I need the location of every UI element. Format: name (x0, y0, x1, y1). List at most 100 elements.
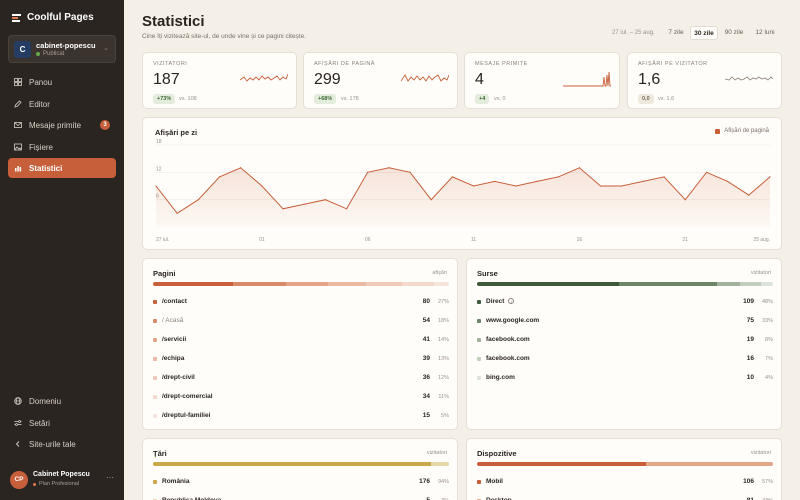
more-icon[interactable]: ⋯ (106, 473, 114, 482)
list-item-label: Republica Moldova (162, 495, 221, 500)
list-item-value: 109 (743, 298, 754, 305)
list-item-label: bing.com (486, 374, 515, 381)
info-icon[interactable]: i (508, 298, 515, 305)
sparkline-pageviews (401, 74, 449, 82)
sidebar-item-mesaje[interactable]: Mesaje primite 3 (8, 115, 116, 135)
data-point[interactable] (748, 194, 750, 196)
list-item[interactable]: Republica Moldova 53% (153, 495, 449, 500)
list-item-value: 39 (422, 355, 430, 362)
list-item-value: 80 (422, 298, 430, 305)
data-point[interactable] (769, 176, 771, 178)
data-point[interactable] (684, 199, 686, 201)
list-item-percent: 43% (749, 495, 773, 500)
data-point[interactable] (515, 185, 517, 187)
data-point[interactable] (261, 185, 263, 187)
data-point[interactable] (345, 208, 348, 210)
sidebar-item-label: Statistici (29, 163, 63, 173)
list-item[interactable]: /dreptul-familiei 15 5% (153, 410, 449, 422)
image-icon (14, 143, 22, 151)
list-item[interactable]: facebook.com 19 8% (477, 334, 773, 346)
range-12-months[interactable]: 12 luni (755, 29, 775, 36)
list-item[interactable]: Direct i 109 48% (477, 296, 773, 308)
list-item[interactable]: /echipa 39 13% (153, 353, 449, 365)
chevron-down-icon: ⌄ (103, 45, 109, 52)
list-item-label: /echipa (162, 355, 185, 362)
brand-logo[interactable]: Coolful Pages (12, 12, 94, 23)
legend-swatch (153, 338, 157, 342)
data-point[interactable] (303, 203, 305, 205)
sidebar-item-statistici[interactable]: Statistici (8, 158, 116, 178)
list-item-label: facebook.com (486, 336, 530, 343)
user-menu[interactable]: CP Cabinet Popescu Plan Profesional ⋯ (10, 470, 116, 492)
data-point[interactable] (282, 208, 284, 210)
data-point[interactable] (451, 176, 454, 178)
site-status: Publicat (36, 51, 64, 57)
range-30-days[interactable]: 30 zile (690, 26, 718, 40)
legend-swatch (153, 414, 157, 418)
data-point[interactable] (642, 180, 644, 183)
list-item[interactable]: /contact 80 27% (153, 296, 449, 308)
list-item[interactable]: /servicii 41 14% (153, 334, 449, 346)
panel-title: Dispozitive (477, 449, 517, 458)
x-tick-label: 01 (259, 237, 265, 243)
list-item[interactable]: Desktop 8143% (477, 495, 773, 500)
data-point[interactable] (494, 180, 496, 183)
legend-swatch (153, 357, 157, 361)
list-item[interactable]: www.google.com 75 33% (477, 315, 773, 327)
sidebar-item-setari[interactable]: Setări (8, 413, 116, 433)
data-point[interactable] (388, 167, 390, 169)
data-point[interactable] (578, 167, 581, 169)
data-point[interactable] (557, 176, 559, 178)
data-point[interactable] (472, 185, 475, 187)
sidebar-item-panou[interactable]: Panou (8, 72, 116, 92)
data-point[interactable] (600, 185, 602, 187)
list-item-label: / Acasă (162, 317, 184, 324)
data-point[interactable] (155, 185, 157, 187)
list-item-percent: 5% (441, 413, 449, 419)
range-90-days[interactable]: 90 zile (724, 29, 744, 36)
list-item[interactable]: /drept-comercial 34 11% (153, 391, 449, 403)
unread-badge: 3 (100, 120, 110, 130)
sidebar-item-editor[interactable]: Editor (8, 94, 116, 114)
list-item-value: 54 (422, 317, 430, 324)
list-item[interactable]: bing.com 10 4% (477, 372, 773, 384)
data-point[interactable] (240, 167, 242, 169)
data-point[interactable] (705, 171, 708, 173)
site-switcher[interactable]: C cabinet-popescu Publicat ⌄ (8, 35, 116, 63)
data-point[interactable] (324, 199, 326, 201)
data-point[interactable] (727, 180, 729, 183)
data-point[interactable] (218, 176, 221, 178)
data-point[interactable] (430, 199, 432, 201)
data-point[interactable] (197, 199, 199, 201)
list-item-percent: 12% (437, 375, 449, 381)
data-point[interactable] (536, 180, 538, 183)
stat-value: 4 (475, 71, 484, 88)
data-point[interactable] (621, 185, 623, 187)
list-item[interactable]: România 176 94% (153, 476, 449, 488)
data-point[interactable] (663, 176, 665, 178)
sidebar-item-label: Domeniu (29, 396, 62, 406)
panel-unit: vizitatori (750, 450, 771, 456)
globe-icon (14, 397, 22, 405)
site-avatar: C (14, 41, 31, 58)
data-point[interactable] (176, 212, 178, 214)
list-item[interactable]: facebook.com 16 7% (477, 353, 773, 365)
data-point[interactable] (367, 171, 369, 173)
data-point[interactable] (409, 171, 411, 173)
list-item-percent: 94% (437, 479, 449, 485)
sliders-icon (14, 419, 22, 427)
countries-panel: Țări vizitatori România 176 94% Republica M… (142, 438, 458, 500)
range-7-days[interactable]: 7 zile (668, 29, 684, 36)
list-item[interactable]: /drept-civil 36 12% (153, 372, 449, 384)
sparkline-visitors (240, 73, 288, 82)
grid-icon (14, 78, 22, 86)
stat-label: VIZITATORI (153, 61, 188, 67)
stat-label: AFIȘĂRI PE VIZITATOR (638, 61, 708, 67)
stat-compare: vs. 108 (179, 96, 197, 102)
sidebar-item-site-urile[interactable]: Site-urile tale (8, 434, 116, 454)
sidebar-item-domeniu[interactable]: Domeniu (8, 391, 116, 411)
sidebar-item-label: Site-urile tale (29, 439, 76, 449)
sidebar-item-fisiere[interactable]: Fișiere (8, 137, 116, 157)
list-item[interactable]: / Acasă 54 18% (153, 315, 449, 327)
list-item[interactable]: Mobil 106 57% (477, 476, 773, 488)
